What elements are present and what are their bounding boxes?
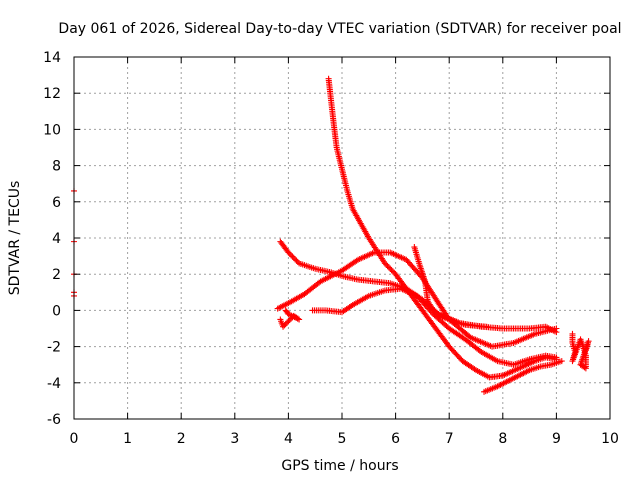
y-tick-label: -4: [47, 376, 61, 392]
chart-title: Day 061 of 2026, Sidereal Day-to-day VTE…: [58, 21, 621, 37]
data-point: [483, 323, 490, 330]
x-tick-label: 9: [552, 431, 561, 447]
y-tick-label: 12: [43, 86, 61, 102]
data-point: [293, 257, 300, 264]
y-tick-label: 6: [52, 195, 61, 211]
y-tick-label: -2: [47, 340, 61, 356]
y-tick-label: 4: [52, 231, 61, 247]
x-axis-label: GPS time / hours: [281, 458, 398, 474]
y-tick-label: 14: [43, 50, 61, 66]
y-tick-label: 10: [43, 122, 61, 138]
data-point: [381, 260, 388, 267]
y-tick-label: 8: [52, 159, 61, 175]
y-tick-label: 2: [52, 267, 61, 283]
x-tick-label: 0: [70, 431, 79, 447]
x-tick-label: 1: [123, 431, 132, 447]
data-point: [292, 256, 299, 263]
data-point: [582, 347, 589, 354]
data-point: [286, 316, 293, 323]
grid-lines: [74, 57, 610, 419]
data-point: [387, 265, 394, 272]
data-point: [285, 249, 292, 256]
data-point: [294, 258, 301, 265]
data-point: [289, 253, 296, 260]
data-point: [285, 318, 292, 325]
data-point: [281, 322, 288, 329]
y-axis-label: SDTVAR / TECUs: [7, 181, 23, 296]
x-tick-label: 7: [445, 431, 454, 447]
data-point: [286, 250, 293, 257]
axis-ticks: [73, 56, 611, 420]
y-tick-label: 0: [52, 303, 61, 319]
x-tick-label: 4: [284, 431, 293, 447]
data-point: [389, 268, 396, 275]
data-point: [283, 308, 290, 315]
data-point: [280, 323, 287, 330]
data-point: [558, 358, 565, 365]
data-point: [383, 261, 390, 268]
x-tick-label: 10: [601, 431, 619, 447]
data-point: [384, 263, 391, 270]
data-point: [290, 254, 297, 261]
data-point: [388, 267, 395, 274]
x-tick-label: 3: [230, 431, 239, 447]
data-point: [553, 325, 560, 332]
data-point: [553, 354, 560, 361]
data-points: [71, 75, 592, 395]
data-point: [282, 320, 289, 327]
data-point: [385, 264, 392, 271]
x-tick-label: 8: [498, 431, 507, 447]
data-point: [288, 252, 295, 259]
x-tick-label: 2: [177, 431, 186, 447]
y-tick-label: -6: [47, 412, 61, 428]
x-tick-label: 6: [391, 431, 400, 447]
x-tick-label: 5: [338, 431, 347, 447]
data-point: [284, 319, 291, 326]
data-point: [282, 307, 289, 314]
